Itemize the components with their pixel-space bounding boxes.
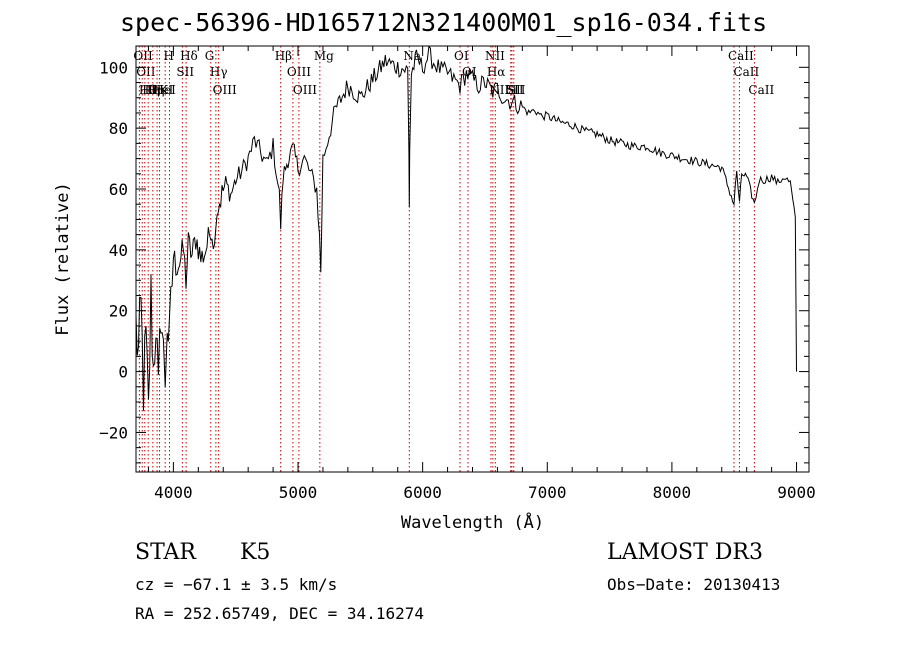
subclass: K5 bbox=[240, 540, 271, 565]
line-marker-label: SII bbox=[176, 65, 194, 79]
redshift-velocity: cz = −67.1 ± 3.5 km/s bbox=[135, 575, 338, 594]
spectrum-line bbox=[135, 45, 797, 411]
line-marker-label: Li bbox=[505, 83, 517, 97]
y-axis-label: Flux (relative) bbox=[53, 182, 73, 336]
line-marker-label: K bbox=[159, 83, 169, 97]
y-tick-label: 80 bbox=[109, 119, 128, 138]
x-axis-label: Wavelength (Å) bbox=[401, 511, 544, 533]
object-class: STAR bbox=[135, 540, 196, 565]
line-marker-label: CaII bbox=[733, 65, 759, 79]
plot-frame bbox=[135, 45, 810, 473]
y-tick-label: 60 bbox=[109, 180, 128, 199]
line-marker-label: HeI bbox=[151, 83, 174, 97]
line-marker-label: CaII bbox=[728, 49, 754, 63]
line-marker-label: Hγ bbox=[210, 65, 228, 79]
line-marker-label: Hη bbox=[147, 83, 165, 97]
y-tick-label: 40 bbox=[109, 241, 128, 260]
x-tick-label: 8000 bbox=[653, 483, 692, 502]
line-marker-label: OII bbox=[136, 65, 156, 79]
x-tick-label: 9000 bbox=[777, 483, 816, 502]
x-tick-label: 5000 bbox=[279, 483, 318, 502]
line-marker-label: OIII bbox=[287, 65, 311, 79]
line-marker-label: OIII bbox=[293, 83, 317, 97]
line-marker-label: Hη bbox=[142, 83, 160, 97]
line-marker-label: CaII bbox=[748, 83, 774, 97]
axes: 4000 5000 6000 7000 8000 9000 −20 0 20 40 60 80 100 bbox=[99, 46, 816, 502]
line-marker-label: SII bbox=[506, 83, 524, 97]
line-markers: OIIOIIHθHηHηHeIHeIKHSIIHδGHγOIIIHβOIIIOI… bbox=[133, 46, 774, 472]
line-marker-label: Hα bbox=[487, 65, 506, 79]
line-marker-label: SII bbox=[508, 83, 526, 97]
y-tick-label: 0 bbox=[118, 363, 128, 382]
line-marker-label: Hδ bbox=[180, 49, 198, 63]
line-marker-label: OIII bbox=[213, 83, 237, 97]
x-tick-label: 4000 bbox=[154, 483, 193, 502]
line-marker-label: NII bbox=[485, 49, 505, 63]
survey-name: LAMOST DR3 bbox=[607, 540, 763, 565]
y-tick-label: 100 bbox=[99, 58, 128, 77]
chart-title: spec-56396-HD165712N321400M01_sp16-034.f… bbox=[120, 8, 768, 37]
line-marker-label: Hβ bbox=[275, 49, 292, 63]
x-tick-label: 6000 bbox=[403, 483, 442, 502]
coordinates: RA = 252.65749, DEC = 34.16274 bbox=[135, 604, 424, 623]
x-tick-label: 7000 bbox=[528, 483, 567, 502]
line-marker-label: G bbox=[205, 49, 215, 63]
y-tick-label: −20 bbox=[99, 423, 128, 442]
line-marker-label: H bbox=[164, 49, 174, 63]
observation-date: Obs−Date: 20130413 bbox=[607, 575, 781, 594]
line-marker-label: Hθ bbox=[139, 83, 157, 97]
line-marker-label: OI bbox=[454, 49, 469, 63]
line-marker-label: Mg bbox=[314, 49, 334, 63]
y-tick-label: 20 bbox=[109, 302, 128, 321]
